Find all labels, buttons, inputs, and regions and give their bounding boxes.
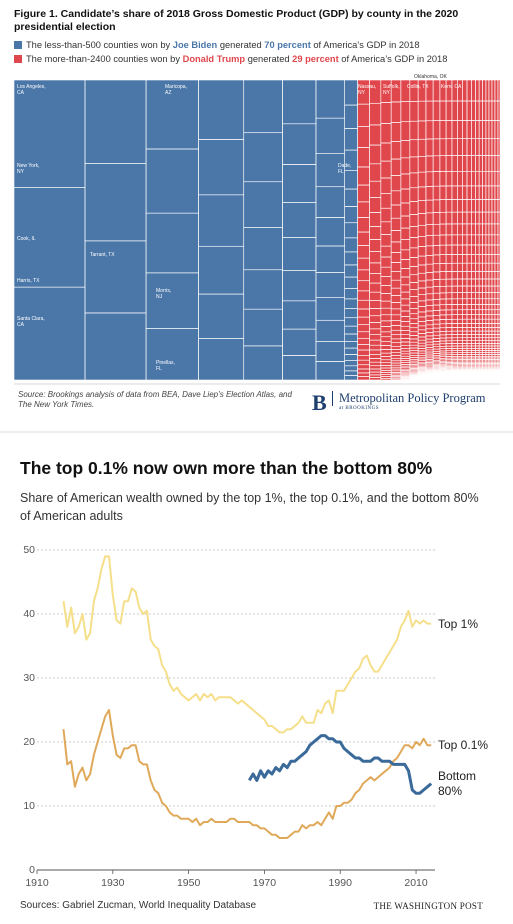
- treemap-group: [14, 80, 358, 380]
- x-tick-label: 1910: [25, 877, 49, 889]
- logo-sub: at BROOKINGS: [339, 406, 380, 411]
- legend-swatch: [14, 55, 22, 63]
- y-tick-label: 50: [23, 544, 35, 556]
- cell-label: Oklahoma, OK: [414, 74, 447, 80]
- legend-swatch: [14, 41, 22, 49]
- legend-value: 29 percent: [292, 54, 339, 64]
- cell-label: Los Angeles, CA: [17, 84, 46, 96]
- x-tick-label: 1970: [253, 877, 277, 889]
- series-label: Top 0.1%: [438, 738, 489, 753]
- y-tick-label: 30: [23, 672, 35, 684]
- x-tick-label: 1990: [329, 877, 353, 889]
- cell-label: New York, NY: [17, 163, 40, 175]
- x-tick-label: 2010: [404, 877, 428, 889]
- series-line: [248, 734, 433, 795]
- series-label: Bottom 80%: [438, 768, 477, 798]
- x-tick-label: 1950: [177, 877, 201, 889]
- credit: THE WASHINGTON POST: [373, 901, 483, 911]
- logo: B Metropolitan Policy Program at BROOKIN…: [312, 390, 502, 415]
- cell-label: Morris, NJ: [156, 288, 172, 300]
- cell-label: Pinellas, FL: [156, 360, 175, 372]
- cell-label: Santa Clara, CA: [17, 316, 45, 328]
- logo-name: Metropolitan Policy Program: [332, 391, 486, 406]
- cell-label: Cook, IL: [17, 236, 36, 242]
- legend-text: The more-than-2400 counties won by: [26, 54, 181, 64]
- y-tick-label: 40: [23, 608, 35, 620]
- line-source: Sources: Gabriel Zucman, World Inequalit…: [20, 900, 257, 911]
- cell-label: Tarrant, TX: [90, 252, 115, 258]
- treemap-group: [357, 80, 500, 380]
- y-tick-label: 10: [23, 800, 35, 812]
- series-line: [62, 555, 432, 734]
- legend-value: 70 percent: [264, 40, 311, 50]
- legend-item: The less-than-500 counties won by Joe Bi…: [14, 40, 504, 50]
- legend-text: generated: [219, 40, 262, 50]
- legend-text: generated: [247, 54, 290, 64]
- legend-text: of America’s GDP in 2018: [313, 40, 420, 50]
- logo-mark: B: [312, 390, 327, 415]
- x-tick-label: 1930: [101, 877, 125, 889]
- line-title: The top 0.1% now own more than the botto…: [20, 458, 433, 478]
- cell-label: Harris, TX: [17, 278, 40, 284]
- legend-name: Donald Trump: [182, 54, 246, 64]
- y-tick-label: 0: [29, 864, 35, 876]
- legend-text: The less-than-500 counties won by: [26, 40, 171, 50]
- treemap-source: Source: Brookings analysis of data from …: [18, 390, 292, 409]
- cell-label: Kern, CA: [441, 84, 462, 90]
- line-subtitle: Share of American wealth owned by the to…: [20, 491, 479, 523]
- series-label: Top 1%: [438, 616, 479, 631]
- cell-label: Maricopa, AZ: [165, 84, 187, 96]
- treemap-title: Figure 1. Candidate’s share of 2018 Gros…: [14, 8, 459, 33]
- legend-name: Joe Biden: [172, 40, 218, 50]
- cell-label: Suffolk, NY: [383, 84, 400, 96]
- cell-label: Dade, FL: [338, 163, 352, 175]
- legend-text: of America’s GDP in 2018: [341, 54, 448, 64]
- cell-label: Collin, TX: [407, 84, 429, 90]
- y-tick-label: 20: [23, 736, 35, 748]
- legend-item: The more-than-2400 counties won by Donal…: [14, 54, 504, 64]
- series-line: [62, 709, 432, 839]
- cell-label: Nassau, NY: [358, 84, 377, 96]
